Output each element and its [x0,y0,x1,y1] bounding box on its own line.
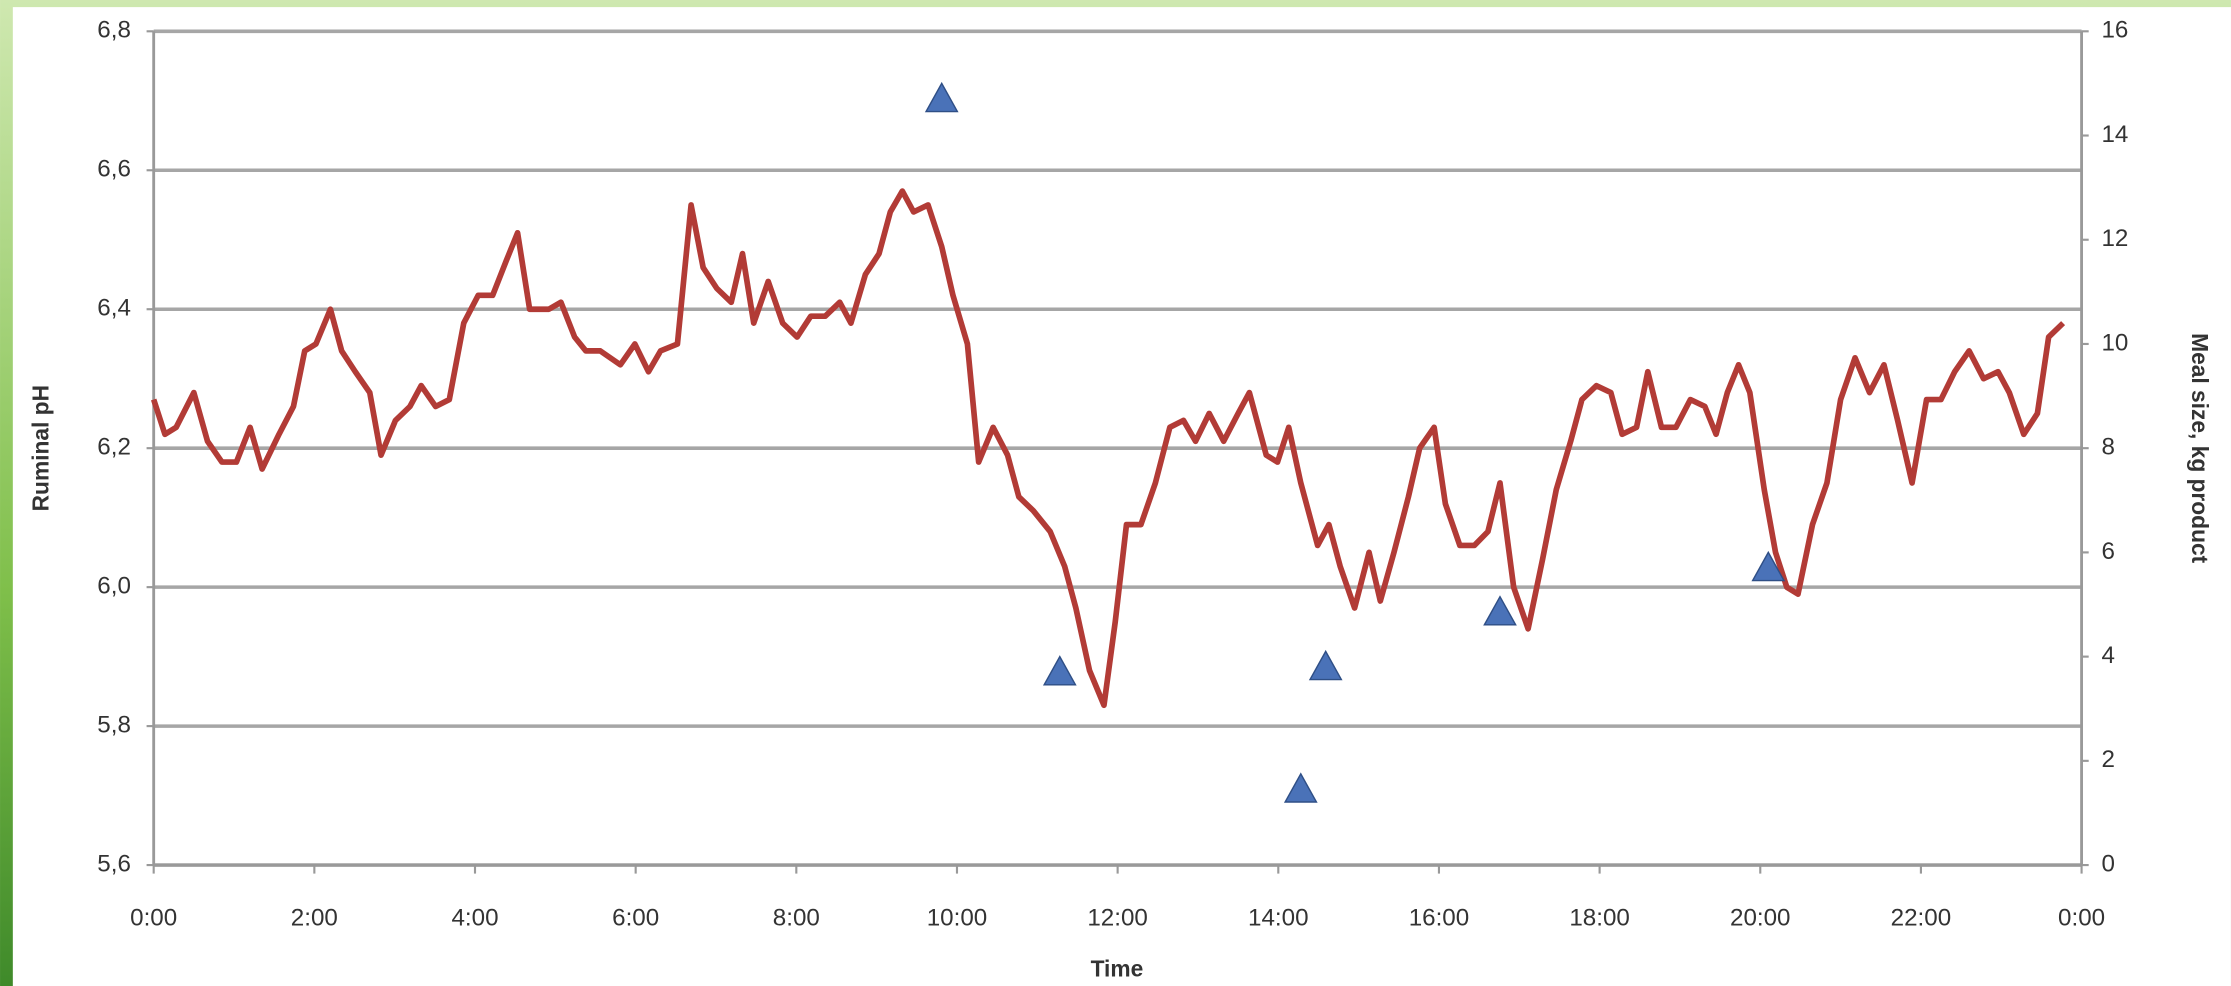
y-tick-label: 6,6 [97,156,131,183]
y-tick-label: 6,0 [97,573,131,600]
x-tick-label: 22:00 [1891,905,1952,932]
y2-tick-label: 12 [2102,225,2129,252]
meal-marker [1751,550,1786,582]
meal-marker [1283,772,1318,803]
x-tick-label: 14:00 [1248,905,1309,932]
x-axis-title: Time [1091,955,1144,981]
y-tick-label: 6,8 [97,17,131,44]
chart-background [12,7,2231,986]
y-axis-title: Ruminal pH [28,385,54,511]
meal-marker [1308,649,1343,681]
y-tick-label: 5,6 [97,850,131,877]
x-tick-label: 18:00 [1569,905,1630,932]
y2-tick-label: 0 [2102,850,2115,877]
x-tick-label: 16:00 [1409,905,1470,932]
x-tick-label: 20:00 [1730,905,1791,932]
y-tick-label: 6,4 [97,295,131,322]
x-tick-label: 0:00 [130,905,177,932]
x-tick-label: 0:00 [2058,905,2105,932]
x-tick-label: 4:00 [451,905,498,932]
y2-axis-title: Meal size, kg product [2187,333,2213,564]
y2-tick-label: 2 [2102,746,2115,773]
y2-tick-label: 10 [2102,329,2129,356]
y-tick-label: 5,8 [97,711,131,738]
y2-tick-label: 16 [2102,17,2129,44]
y2-tick-label: 6 [2102,538,2115,565]
x-tick-label: 10:00 [927,905,987,932]
x-tick-label: 8:00 [773,905,820,932]
y-tick-label: 6,2 [97,434,131,461]
x-tick-label: 2:00 [291,905,338,932]
y2-tick-label: 14 [2102,121,2129,148]
x-tick-label: 12:00 [1087,905,1148,932]
y2-tick-label: 8 [2102,434,2115,461]
y2-tick-label: 4 [2102,642,2115,669]
meal-marker [1042,655,1077,686]
meal-marker [924,81,959,113]
x-tick-label: 6:00 [612,905,659,932]
ph-line [150,188,2066,709]
meal-marker [1483,595,1517,626]
